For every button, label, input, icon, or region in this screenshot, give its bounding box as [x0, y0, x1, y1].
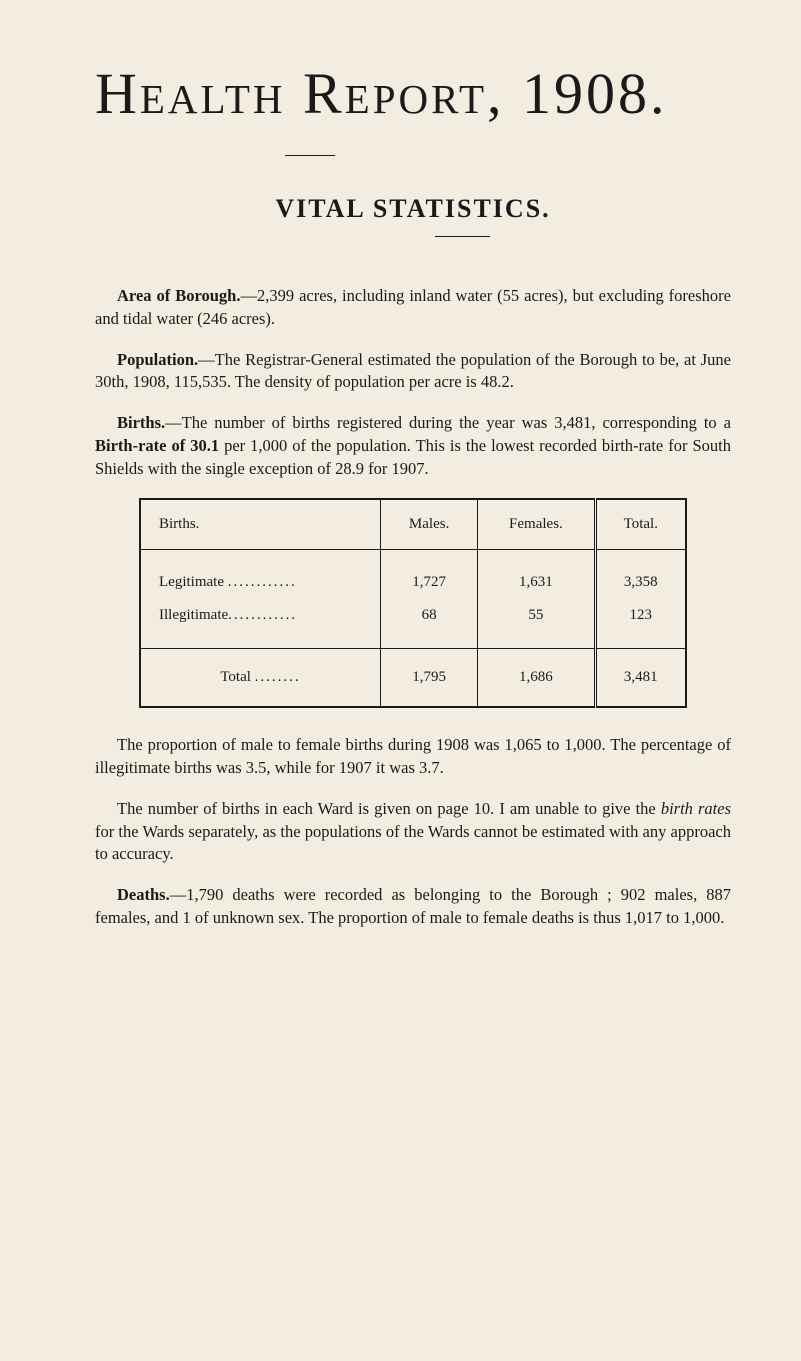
para-deaths: Deaths.—1,790 deaths were recorded as be…	[95, 884, 731, 930]
lead-deaths: Deaths.	[117, 885, 170, 904]
dots-icon	[228, 574, 297, 590]
subtitle-rule	[435, 236, 490, 237]
cell-legit-females: 1,631	[478, 550, 595, 600]
lead-area: Area of Borough.	[117, 286, 240, 305]
title-rule	[285, 155, 335, 156]
legit-label: Legitimate	[159, 574, 224, 590]
col-header-total: Total.	[595, 499, 686, 550]
births-rate-bold: Birth-rate of 30.1	[95, 436, 219, 455]
births-table: Births. Males. Females. Total. Legitimat…	[139, 498, 687, 708]
lead-population: Population.	[117, 350, 198, 369]
col-header-males: Males.	[380, 499, 477, 550]
dots-icon	[255, 669, 301, 685]
section-heading: VITAL STATISTICS.	[95, 194, 731, 224]
text-deaths: —1,790 deaths were recorded as belonging…	[95, 885, 731, 927]
para-proportion: The proportion of male to female births …	[95, 734, 731, 780]
text-births-a: —The number of births registered during …	[165, 413, 731, 432]
cell-illegit-males: 68	[380, 599, 477, 649]
cell-total-males: 1,795	[380, 649, 477, 708]
cell-legit-total: 3,358	[595, 550, 686, 600]
wards-italic: birth rates	[661, 799, 731, 818]
cell-total-females: 1,686	[478, 649, 595, 708]
para-area: Area of Borough.—2,399 acres, including …	[95, 285, 731, 331]
col-header-births: Births.	[140, 499, 380, 550]
para-population: Population.—The Registrar-General estima…	[95, 349, 731, 395]
lead-births: Births.	[117, 413, 165, 432]
row-label-illegit: Illegitimate	[140, 599, 380, 649]
cell-illegit-total: 123	[595, 599, 686, 649]
row-label-total: Total	[140, 649, 380, 708]
wards-b: for the Wards separately, as the populat…	[95, 822, 731, 864]
cell-illegit-females: 55	[478, 599, 595, 649]
dots-icon	[228, 607, 297, 623]
wards-a: The number of births in each Ward is giv…	[117, 799, 661, 818]
row-label-legit: Legitimate	[140, 550, 380, 600]
total-label: Total	[220, 669, 251, 685]
col-header-females: Females.	[478, 499, 595, 550]
illegit-label: Illegitimate	[159, 607, 228, 623]
cell-total-total: 3,481	[595, 649, 686, 708]
cell-legit-males: 1,727	[380, 550, 477, 600]
para-births: Births.—The number of births registered …	[95, 412, 731, 480]
page: Health Report, 1908. VITAL STATISTICS. A…	[0, 0, 801, 1028]
page-title: Health Report, 1908.	[95, 60, 731, 127]
births-table-wrap: Births. Males. Females. Total. Legitimat…	[139, 498, 687, 708]
para-wards: The number of births in each Ward is giv…	[95, 798, 731, 866]
